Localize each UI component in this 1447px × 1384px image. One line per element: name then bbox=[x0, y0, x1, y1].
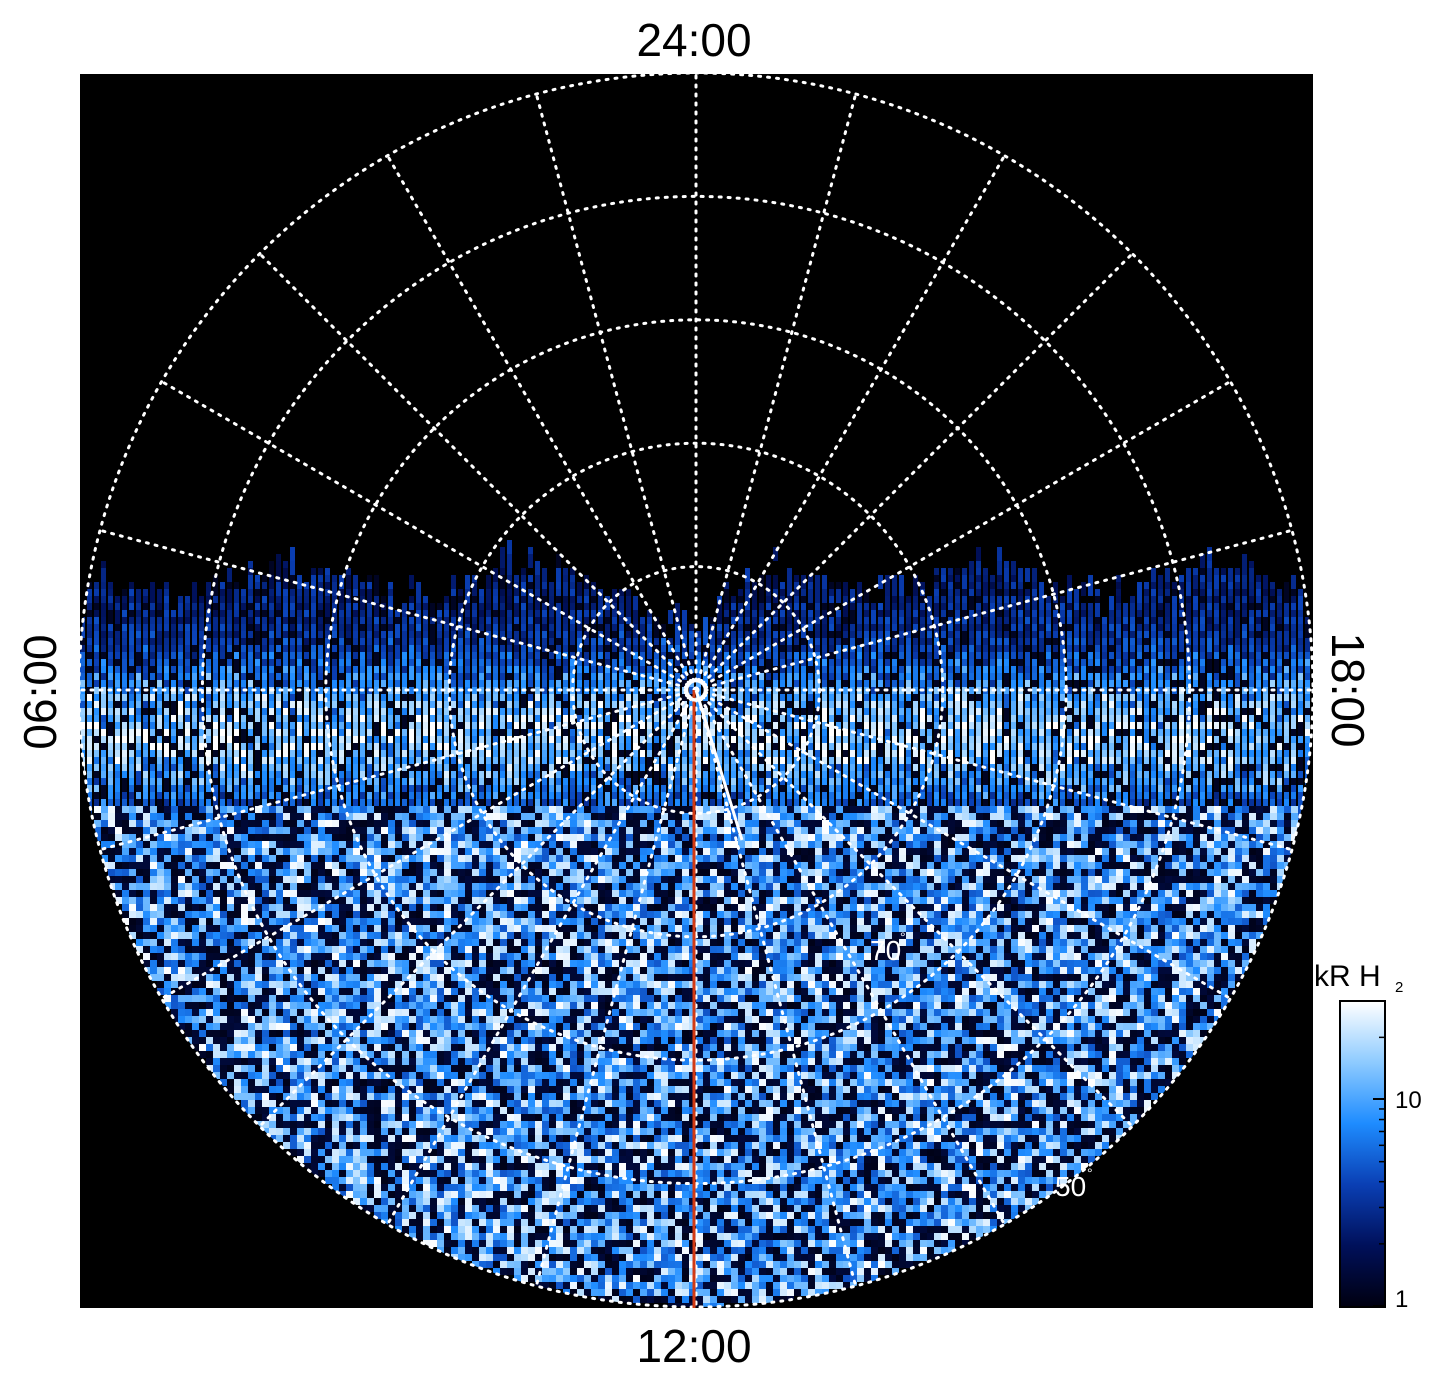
heatmap-cell bbox=[1249, 568, 1254, 589]
heatmap-cell bbox=[1298, 596, 1303, 610]
heatmap-cell bbox=[290, 575, 295, 596]
heatmap-cell bbox=[997, 547, 1002, 561]
heatmap-cell bbox=[836, 589, 841, 603]
heatmap-cell bbox=[878, 575, 883, 589]
heatmap-cell bbox=[976, 547, 981, 568]
heatmap-cell bbox=[150, 582, 155, 603]
heatmap-cell bbox=[556, 568, 561, 589]
heatmap-cell bbox=[1011, 561, 1016, 575]
heatmap-cell bbox=[1130, 603, 1135, 617]
heatmap-cell bbox=[675, 624, 680, 652]
heatmap-cell bbox=[1032, 568, 1037, 582]
heatmap-cell bbox=[346, 589, 351, 610]
heatmap-cell bbox=[136, 589, 141, 603]
heatmap-cell bbox=[913, 575, 918, 603]
heatmap-cell bbox=[1039, 582, 1044, 603]
heatmap-cell bbox=[1207, 568, 1212, 589]
heatmap-cell bbox=[633, 596, 638, 610]
heatmap-cell bbox=[388, 596, 393, 610]
heatmap-cell bbox=[822, 575, 827, 589]
heatmap-cell bbox=[290, 561, 295, 575]
heatmap-cell bbox=[773, 575, 778, 589]
heatmap-cell bbox=[367, 589, 372, 610]
heatmap-cell bbox=[871, 610, 876, 631]
heatmap-cell bbox=[668, 610, 673, 624]
heatmap-cell bbox=[843, 603, 848, 624]
heatmap-cell bbox=[374, 575, 379, 603]
heatmap-cell bbox=[507, 554, 512, 575]
heatmap-cell bbox=[500, 554, 505, 568]
heatmap-cell bbox=[1214, 575, 1219, 596]
heatmap-cell bbox=[1151, 568, 1156, 582]
heatmap-cell bbox=[1284, 582, 1289, 603]
heatmap-cell bbox=[885, 575, 890, 596]
heatmap-cell bbox=[157, 589, 162, 603]
heatmap-cell bbox=[1291, 575, 1296, 596]
heatmap-cell bbox=[332, 582, 337, 603]
heatmap-cell bbox=[472, 582, 477, 596]
heatmap-cell bbox=[1200, 554, 1205, 568]
heatmap-cell bbox=[1053, 582, 1058, 603]
heatmap-cell bbox=[528, 554, 533, 568]
heatmap-cell bbox=[346, 575, 351, 596]
heatmap-cell bbox=[178, 603, 183, 617]
heatmap-cell bbox=[290, 547, 295, 561]
heatmap-cell bbox=[787, 568, 792, 596]
heatmap-cell bbox=[1081, 582, 1086, 596]
heatmap-cell bbox=[808, 589, 813, 603]
heatmap-cell bbox=[1186, 568, 1191, 589]
heatmap-cell bbox=[717, 603, 722, 631]
heatmap-cell bbox=[507, 540, 512, 554]
heatmap-cell bbox=[766, 575, 771, 596]
emission-heatmap bbox=[80, 540, 1310, 1307]
heatmap-cell bbox=[409, 575, 414, 589]
heatmap-cell bbox=[1242, 554, 1247, 582]
heatmap-cell bbox=[759, 575, 764, 603]
heatmap-cell bbox=[206, 596, 211, 610]
heatmap-cell bbox=[535, 561, 540, 575]
heatmap-cell bbox=[276, 561, 281, 582]
heatmap-cell bbox=[1109, 596, 1114, 610]
heatmap-cell bbox=[1088, 575, 1093, 596]
heatmap-cell bbox=[899, 575, 904, 596]
heatmap-cell bbox=[1158, 575, 1163, 596]
heatmap-cell bbox=[1137, 582, 1142, 603]
heatmap-cell bbox=[1165, 568, 1170, 589]
heatmap-cell bbox=[612, 589, 617, 610]
heatmap-cell bbox=[850, 589, 855, 603]
heatmap-cell bbox=[626, 596, 631, 624]
heatmap-cell bbox=[997, 561, 1002, 582]
heatmap-cell bbox=[556, 554, 561, 568]
heatmap-cell bbox=[1186, 582, 1191, 596]
heatmap-cell bbox=[892, 575, 897, 603]
heatmap-cell bbox=[493, 568, 498, 589]
heatmap-cell bbox=[1074, 589, 1079, 610]
heatmap-cell bbox=[234, 589, 239, 603]
heatmap-cell bbox=[1025, 568, 1030, 582]
heatmap-cell bbox=[353, 575, 358, 589]
heatmap-cell bbox=[675, 603, 680, 631]
heatmap-cell bbox=[857, 603, 862, 624]
heatmap-cell bbox=[1067, 575, 1072, 589]
heatmap-cell bbox=[192, 582, 197, 596]
heatmap-cell bbox=[745, 568, 750, 582]
heatmap-cell bbox=[101, 568, 106, 589]
heatmap-cell bbox=[416, 582, 421, 603]
heatmap-cell bbox=[703, 617, 708, 638]
heatmap-cell bbox=[773, 547, 778, 561]
heatmap-cell bbox=[822, 589, 827, 610]
heatmap-cell bbox=[465, 575, 470, 596]
heatmap-cell bbox=[227, 568, 232, 582]
heatmap-cell bbox=[969, 561, 974, 582]
heatmap-cell bbox=[542, 568, 547, 589]
heatmap-cell bbox=[843, 582, 848, 603]
heatmap-cell bbox=[213, 575, 218, 603]
heatmap-cell bbox=[745, 589, 750, 603]
heatmap-cell bbox=[269, 561, 274, 582]
